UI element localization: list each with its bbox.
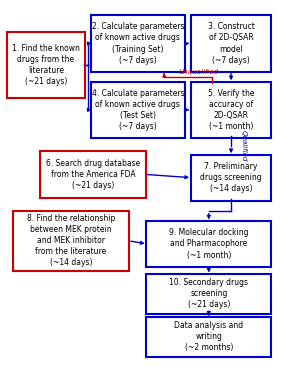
FancyBboxPatch shape [91, 15, 185, 72]
FancyBboxPatch shape [91, 81, 185, 138]
FancyBboxPatch shape [7, 32, 85, 98]
Text: 1. Find the known
drugs from the
literature
(~21 days): 1. Find the known drugs from the literat… [12, 44, 80, 86]
FancyBboxPatch shape [146, 317, 272, 357]
Text: Unqualified: Unqualified [179, 69, 219, 75]
FancyBboxPatch shape [146, 274, 272, 314]
FancyBboxPatch shape [191, 15, 272, 72]
Text: Qualified: Qualified [241, 131, 247, 162]
Text: Data analysis and
writing
(~2 months): Data analysis and writing (~2 months) [174, 321, 243, 352]
Text: 10. Secondary drugs
screening
(~21 days): 10. Secondary drugs screening (~21 days) [169, 278, 248, 309]
Text: 8. Find the relationship
between MEK protein
and MEK inhibitor
from the literatu: 8. Find the relationship between MEK pro… [27, 214, 115, 267]
FancyBboxPatch shape [191, 81, 272, 138]
FancyBboxPatch shape [40, 151, 146, 198]
Text: 5. Verify the
accuracy of
2D-QSAR
(~1 month): 5. Verify the accuracy of 2D-QSAR (~1 mo… [208, 89, 254, 131]
FancyBboxPatch shape [146, 221, 272, 267]
Text: 2. Calculate parameters
of known active drugs
(Training Set)
(~7 days): 2. Calculate parameters of known active … [91, 22, 184, 65]
FancyBboxPatch shape [12, 211, 130, 270]
Text: 9. Molecular docking
and Pharmacophore
(~1 month): 9. Molecular docking and Pharmacophore (… [169, 228, 248, 260]
Text: 7. Preliminary
drugs screening
(~14 days): 7. Preliminary drugs screening (~14 days… [200, 162, 262, 193]
Text: 4. Calculate parameters
of known active drugs
(Test Set)
(~7 days): 4. Calculate parameters of known active … [91, 89, 184, 131]
FancyBboxPatch shape [191, 154, 272, 201]
Text: 6. Search drug database
from the America FDA
(~21 days): 6. Search drug database from the America… [46, 159, 140, 190]
Text: 3. Construct
of 2D-QSAR
model
(~7 days): 3. Construct of 2D-QSAR model (~7 days) [208, 22, 254, 65]
